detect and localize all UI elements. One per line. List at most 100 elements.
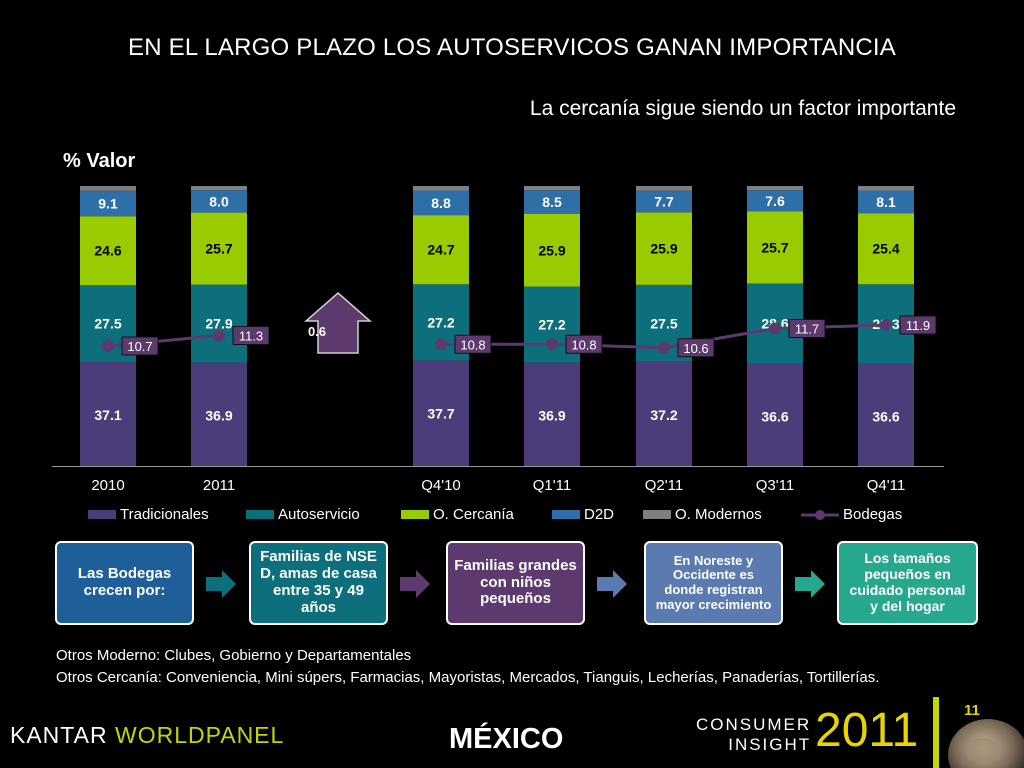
bodegas-label-box	[232, 326, 270, 345]
bar-value-label: 7.6	[765, 193, 785, 209]
kantar-worldpanel-logo: KANTAR WORLDPANEL	[10, 722, 284, 749]
legend-label: O. Modernos	[675, 506, 762, 523]
page-number: 11	[964, 702, 980, 719]
bar-segment-o-modernos	[413, 186, 469, 191]
legend-label: Autoservicio	[278, 506, 360, 523]
bar-segment-tradicionales	[524, 362, 580, 466]
bar-segment-o-modernos	[524, 186, 580, 191]
legend-swatch	[401, 510, 429, 519]
flow-box: Familias grandes con niños pequeños	[446, 541, 585, 625]
bar-value-label: 25.4	[872, 241, 899, 257]
bar-value-label: 36.9	[205, 408, 232, 424]
insight-text: INSIGHT	[728, 735, 812, 754]
bar-value-label: 36.6	[872, 409, 899, 425]
footnote-otros-moderno: Otros Moderno: Clubes, Gobierno y Depart…	[56, 647, 412, 664]
bodegas-point	[769, 322, 781, 335]
flow-arrow-icon	[206, 570, 236, 598]
bar-segment-d2d	[191, 190, 247, 213]
logo-worldpanel: WORLDPANEL	[114, 722, 285, 748]
bar-segment-d2d	[413, 190, 469, 216]
legend-item: D2D	[552, 506, 614, 523]
legend-item: Autoservicio	[246, 506, 360, 523]
slide-title: EN EL LARGO PLAZO LOS AUTOSERVICOS GANAN…	[128, 34, 896, 61]
bodegas-point	[880, 319, 892, 331]
bar-segment-o-modernos	[191, 186, 247, 191]
bar-value-label: 37.1	[94, 407, 121, 423]
flow-arrow-icon	[400, 570, 430, 598]
bar-segment-o-modernos	[80, 186, 136, 191]
x-tick-label: Q4'11	[867, 477, 905, 494]
globe-image	[948, 719, 1024, 768]
bodegas-label-box	[788, 319, 826, 338]
bar-segment-d2d	[80, 190, 136, 217]
bar-value-label: 8.0	[209, 193, 229, 209]
bar-value-label: 27.5	[94, 316, 121, 332]
bar-value-label: 25.9	[650, 241, 677, 257]
bodegas-label-box	[121, 336, 159, 356]
chart-legend: Tradicionales Autoservicio O. Cercanía D2D O…	[88, 506, 968, 526]
bar-segment-tradicionales	[858, 363, 914, 466]
growth-arrow	[304, 292, 372, 354]
x-tick-label: 2010	[91, 477, 124, 494]
bar-segment-o-cercan-a	[524, 214, 580, 287]
bodegas-label-box	[899, 315, 937, 335]
bar-value-label: 27.9	[205, 316, 232, 332]
year-label: 2011	[815, 704, 919, 757]
legend-item: Tradicionales	[88, 506, 209, 523]
x-tick-label: 2011	[203, 477, 235, 494]
legend-item: O. Cercanía	[401, 506, 514, 523]
bodegas-value-label: 10.8	[571, 337, 596, 352]
legend-item: Bodegas	[801, 506, 902, 523]
x-tick-label: Q3'11	[756, 477, 794, 494]
bar-value-label: 36.6	[761, 409, 788, 425]
legend-item: O. Modernos	[643, 506, 762, 523]
bar-segment-o-cercan-a	[413, 215, 469, 285]
bar-value-label: 27.2	[427, 314, 454, 330]
slide-subtitle: La cercanía sigue siendo un factor impor…	[529, 97, 956, 120]
bar-segment-d2d	[524, 190, 580, 214]
bar-segment-o-cercan-a	[191, 212, 247, 285]
bar-segment-d2d	[636, 190, 692, 213]
logo-kantar: KANTAR	[10, 722, 108, 748]
legend-label: O. Cercanía	[433, 506, 514, 523]
bar-value-label: 36.9	[538, 408, 565, 424]
bar-segment-autoservicio	[191, 284, 247, 363]
x-tick-label: Q4'10	[421, 477, 461, 494]
bar-value-label: 7.7	[654, 194, 674, 210]
flow-box: Los tamaños pequeños en cuidado personal…	[837, 541, 978, 625]
legend-swatch	[246, 510, 274, 519]
bar-segment-d2d	[747, 190, 803, 212]
bodegas-point	[546, 338, 558, 351]
bar-segment-tradicionales	[413, 360, 469, 466]
bar-value-label: 27.5	[650, 315, 677, 331]
bodegas-value-label: 10.7	[127, 339, 152, 354]
bar-segment-o-cercan-a	[858, 213, 914, 285]
bar-segment-o-modernos	[858, 186, 914, 191]
x-tick-label: Q2'11	[645, 477, 683, 494]
footnotes: Otros Moderno: Clubes, Gobierno y Depart…	[56, 645, 879, 689]
legend-swatch	[552, 510, 580, 519]
legend-swatch	[88, 510, 116, 519]
bodegas-label-box	[677, 338, 715, 358]
stacked-bar-chart: 37.1 27.5 24.6 9.1 2010 36.9 27.9 25.7 8.0 2011 37…	[52, 186, 944, 494]
consumer-text: CONSUMER	[696, 715, 812, 734]
bar-segment-tradicionales	[191, 362, 247, 466]
flow-box: Las Bodegas crecen por:	[55, 541, 194, 625]
bar-value-label: 25.9	[538, 242, 565, 258]
page-divider	[933, 697, 939, 768]
bar-segment-d2d	[858, 190, 914, 214]
bar-segment-o-cercan-a	[636, 212, 692, 285]
bar-value-label: 8.1	[876, 194, 896, 210]
bodegas-point	[658, 341, 670, 354]
legend-line-marker	[801, 509, 839, 520]
legend-label: D2D	[584, 506, 615, 523]
flow-arrow-icon	[795, 570, 825, 598]
bar-segment-o-cercan-a	[80, 216, 136, 286]
bodegas-label-box	[454, 334, 492, 354]
country-label: MÉXICO	[449, 723, 564, 755]
footnote-otros-cercania: Otros Cercanía: Conveniencia, Mini súper…	[56, 669, 880, 686]
bar-value-label: 8.5	[542, 194, 562, 210]
bodegas-value-label: 11.7	[795, 322, 819, 337]
x-tick-label: Q1'11	[533, 477, 571, 494]
bodegas-point	[102, 340, 114, 352]
